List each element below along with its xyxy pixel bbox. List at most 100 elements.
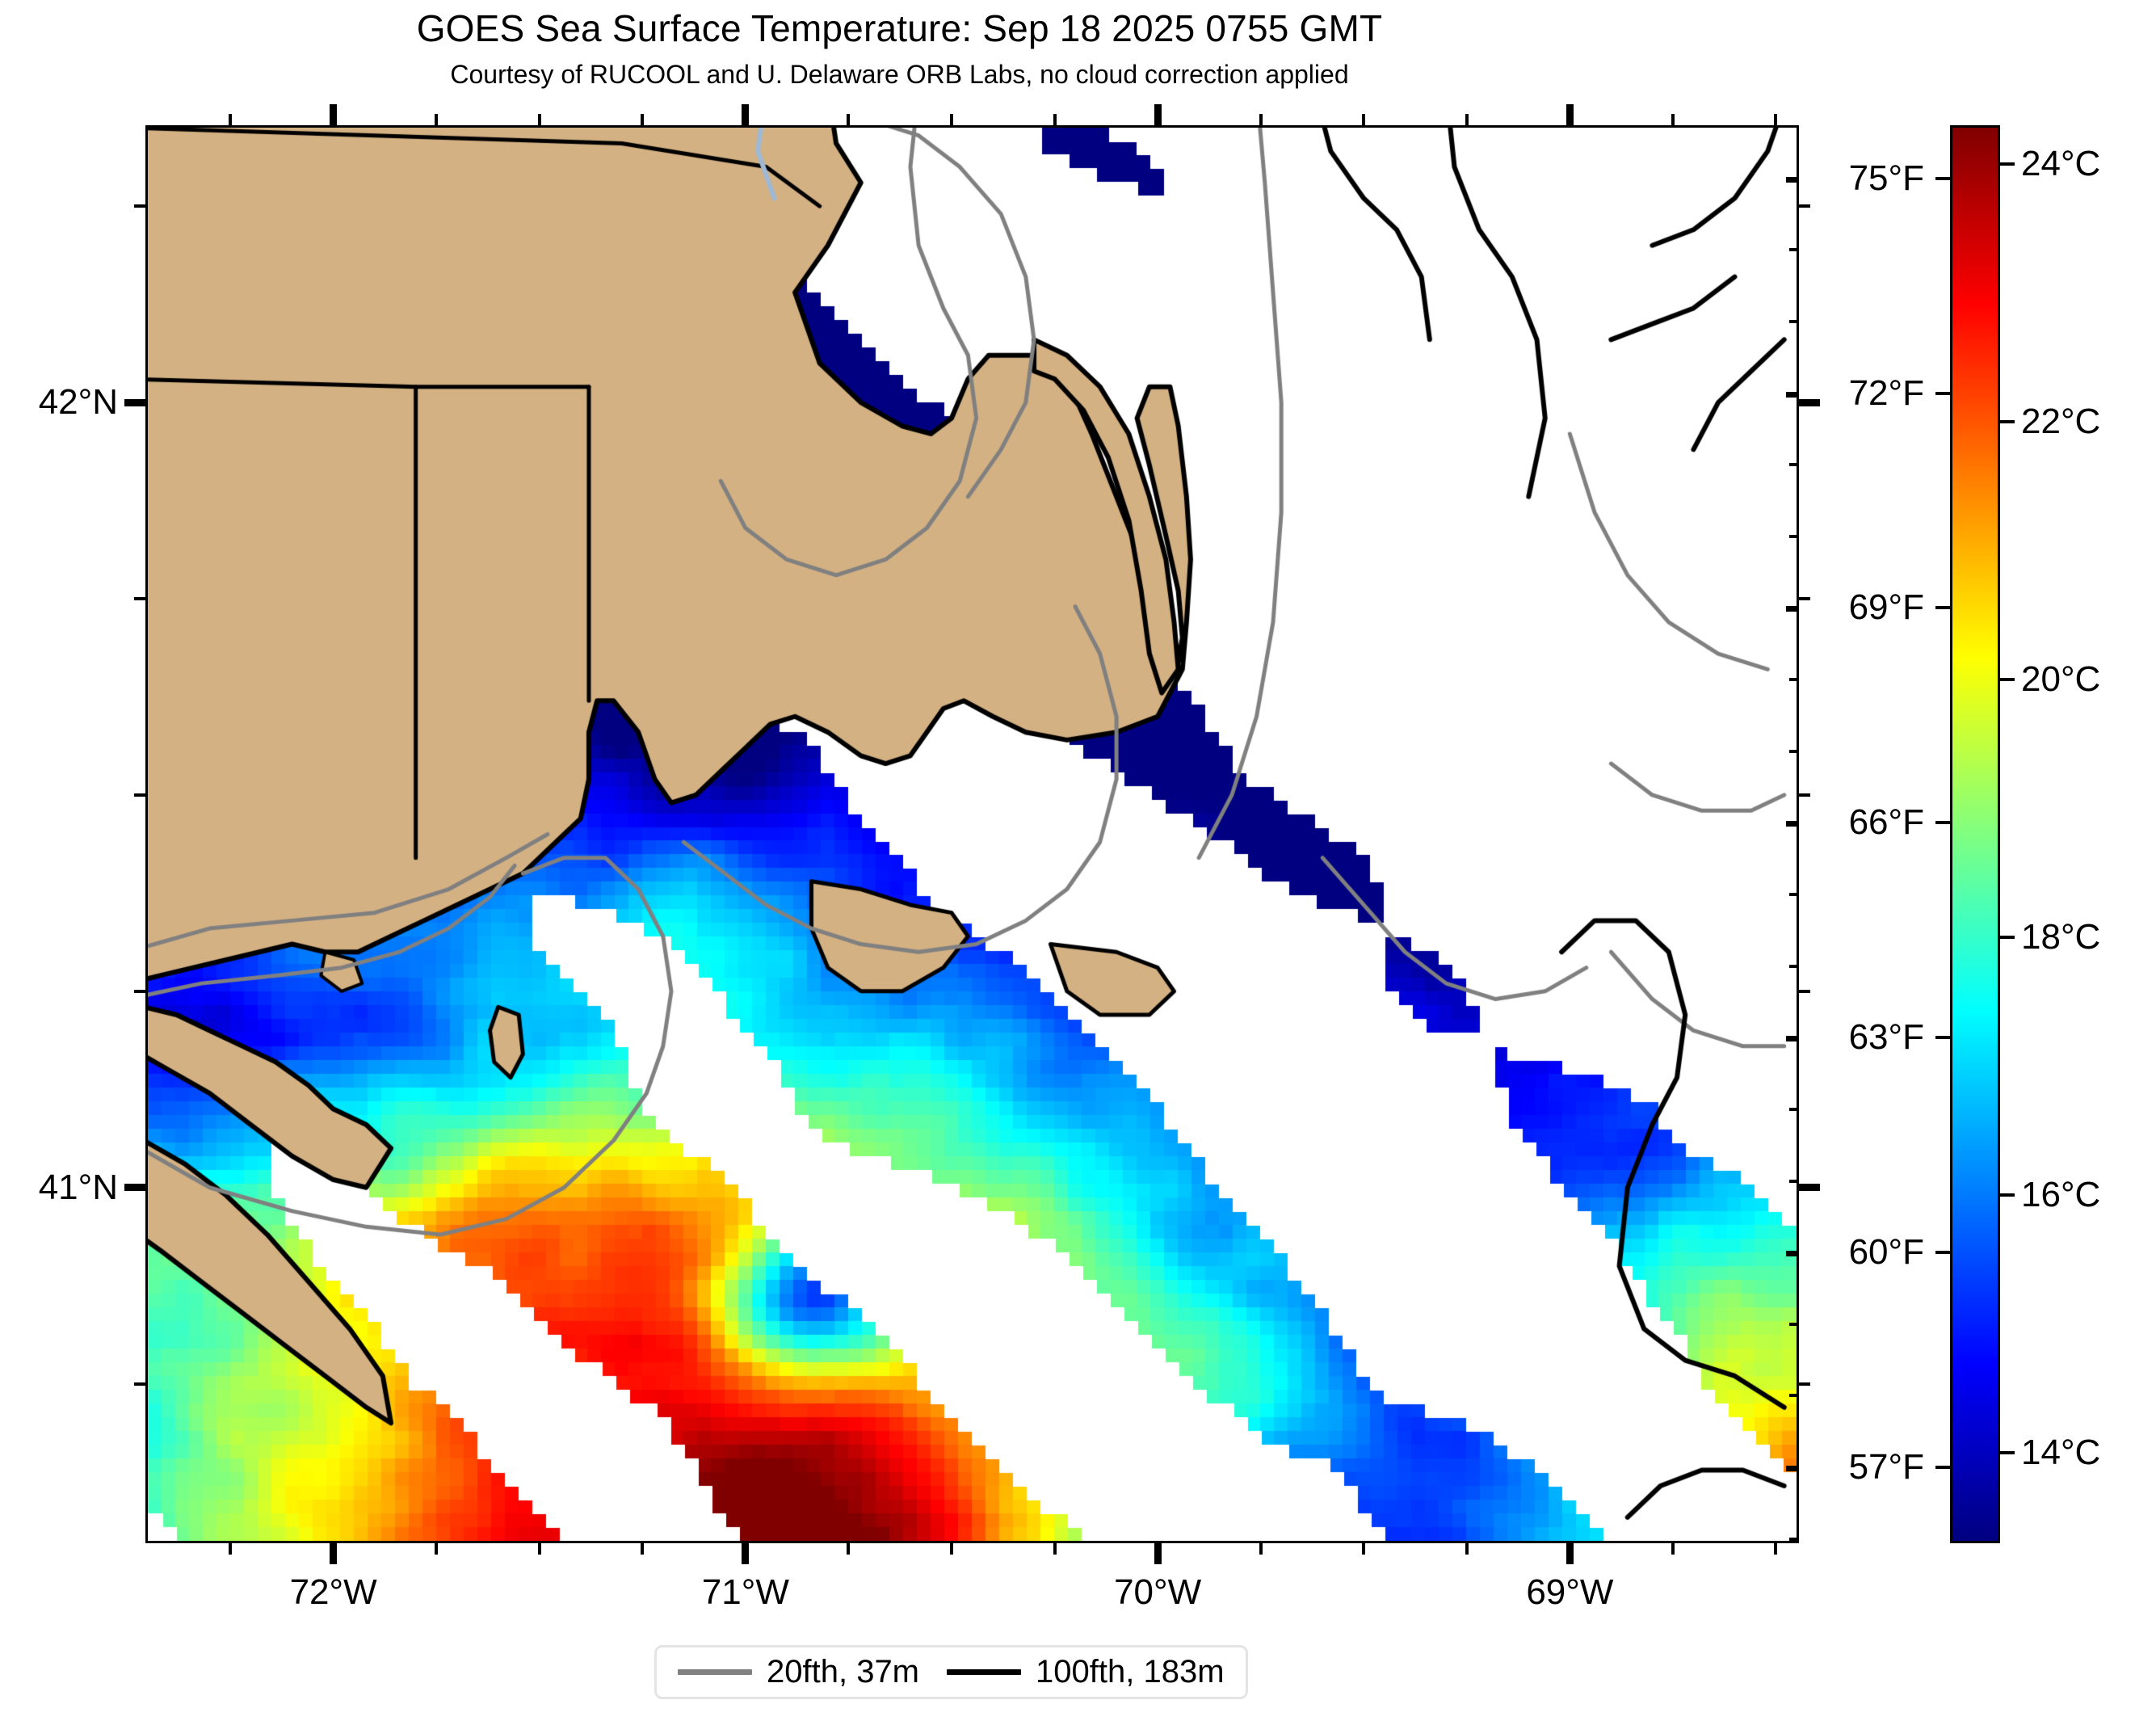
x-tick-top [537,114,541,125]
x-tick-label-70W: 70°W [1114,1572,1202,1612]
y-tick-label-42N: 42°N [38,382,118,423]
fahrenheit-axis-tick [1789,248,1797,252]
sst-heatmap-canvas [148,128,1797,1541]
x-tick-top [847,114,851,125]
colorbar-tick-c [2000,419,2015,423]
colorbar-label-fahrenheit-75: 75°F [1848,158,1924,198]
x-tick-top [1154,104,1162,125]
fahrenheit-axis-tick [1789,1322,1797,1326]
fahrenheit-axis-tick [1789,534,1797,538]
fahrenheit-axis-tick [1786,1466,1799,1472]
fahrenheit-axis-tick [1789,1394,1797,1398]
y-tick-right [1799,597,1810,600]
x-tick-top [1259,114,1263,125]
x-tick-label-69W: 69°W [1526,1572,1614,1612]
colorbar-tick-f [1935,1466,1950,1470]
x-tick-top [1774,114,1778,125]
colorbar-label-fahrenheit-69: 69°F [1848,587,1924,628]
colorbar-tick-c [2000,936,2015,940]
x-tick [949,1543,953,1555]
x-tick-top [1053,114,1057,125]
legend-swatch-20fth [678,1669,752,1675]
x-tick-label-72W: 72°W [289,1572,377,1612]
fahrenheit-axis-tick [1789,964,1797,968]
colorbar-label-celsius-14: 14°C [2021,1433,2101,1473]
y-tick-label-41N: 41°N [38,1167,118,1207]
colorbar-tick-f [1935,1036,1950,1040]
colorbar-label-fahrenheit-60: 60°F [1848,1232,1924,1273]
sst-map-plot-area[interactable] [145,125,1799,1543]
colorbar-label-fahrenheit-57: 57°F [1848,1447,1924,1487]
x-tick [641,1543,645,1555]
y-tick [124,1184,145,1192]
colorbar-label-fahrenheit-66: 66°F [1848,802,1924,843]
x-tick [1465,1543,1469,1555]
x-tick-top [435,114,439,125]
fahrenheit-axis-tick [1786,606,1799,612]
x-tick [1362,1543,1366,1555]
x-tick [537,1543,541,1555]
y-tick-right [1799,793,1810,797]
fahrenheit-axis-tick [1789,319,1797,323]
x-tick-top [742,104,750,125]
x-tick [1774,1543,1778,1555]
legend-label-20fth: 20fth, 37m [767,1654,920,1689]
x-tick [229,1543,233,1555]
y-tick [134,204,145,208]
fahrenheit-axis-tick [1786,391,1799,398]
x-tick-top [1671,114,1675,125]
fahrenheit-axis-tick [1786,1251,1799,1257]
x-tick-label-71W: 71°W [701,1572,789,1612]
colorbar[interactable] [1950,125,2000,1543]
colorbar-label-fahrenheit-72: 72°F [1848,372,1924,413]
fahrenheit-axis-tick [1786,821,1799,827]
legend-swatch-100fth [947,1669,1022,1675]
legend-item-100fth: 100fth, 183m [947,1654,1225,1690]
colorbar-tick-c [2000,678,2015,682]
x-tick [847,1543,851,1555]
x-tick-top [1362,114,1366,125]
colorbar-tick-c [2000,1193,2015,1197]
colorbar-tick-f [1935,606,1950,610]
colorbar-label-celsius-16: 16°C [2021,1175,2101,1215]
y-tick [134,989,145,993]
x-tick [1671,1543,1675,1555]
x-tick [1259,1543,1263,1555]
fahrenheit-axis-tick [1789,749,1797,753]
x-tick-top [641,114,645,125]
colorbar-tick-f [1935,1251,1950,1255]
x-tick [330,1543,338,1564]
colorbar-label-celsius-24: 24°C [2021,143,2101,183]
bathymetry-legend: 20fth, 37m 100fth, 183m [654,1645,1248,1699]
colorbar-tick-f [1935,391,1950,395]
x-tick [742,1543,750,1564]
fahrenheit-axis-tick [1789,678,1797,682]
colorbar-label-celsius-22: 22°C [2021,401,2101,441]
fahrenheit-axis-tick [1789,892,1797,896]
x-tick [1154,1543,1162,1564]
y-tick-right [1799,1184,1820,1192]
colorbar-tick-f [1935,821,1950,825]
colorbar-tick-c [2000,162,2015,166]
legend-label-100fth: 100fth, 183m [1036,1654,1225,1689]
x-tick [1566,1543,1574,1564]
fahrenheit-axis-tick [1789,1107,1797,1111]
y-tick-right [1799,204,1810,208]
colorbar-gradient [1952,128,1998,1541]
colorbar-label-fahrenheit-63: 63°F [1848,1017,1924,1058]
fahrenheit-axis-tick [1789,1179,1797,1183]
y-tick [134,1382,145,1386]
x-tick-top [949,114,953,125]
x-tick-top [1566,104,1574,125]
colorbar-label-celsius-18: 18°C [2021,917,2101,957]
colorbar-tick-c [2000,1451,2015,1455]
fahrenheit-axis-tick [1789,463,1797,467]
fahrenheit-axis-tick [1789,1537,1797,1541]
x-tick-top [1465,114,1469,125]
chart-subtitle: Courtesy of RUCOOL and U. Delaware ORB L… [450,60,1349,89]
x-tick-top [229,114,233,125]
y-tick-right [1799,1382,1810,1386]
x-tick-top [330,104,338,125]
legend-item-20fth: 20fth, 37m [678,1654,919,1690]
x-tick [1053,1543,1057,1555]
